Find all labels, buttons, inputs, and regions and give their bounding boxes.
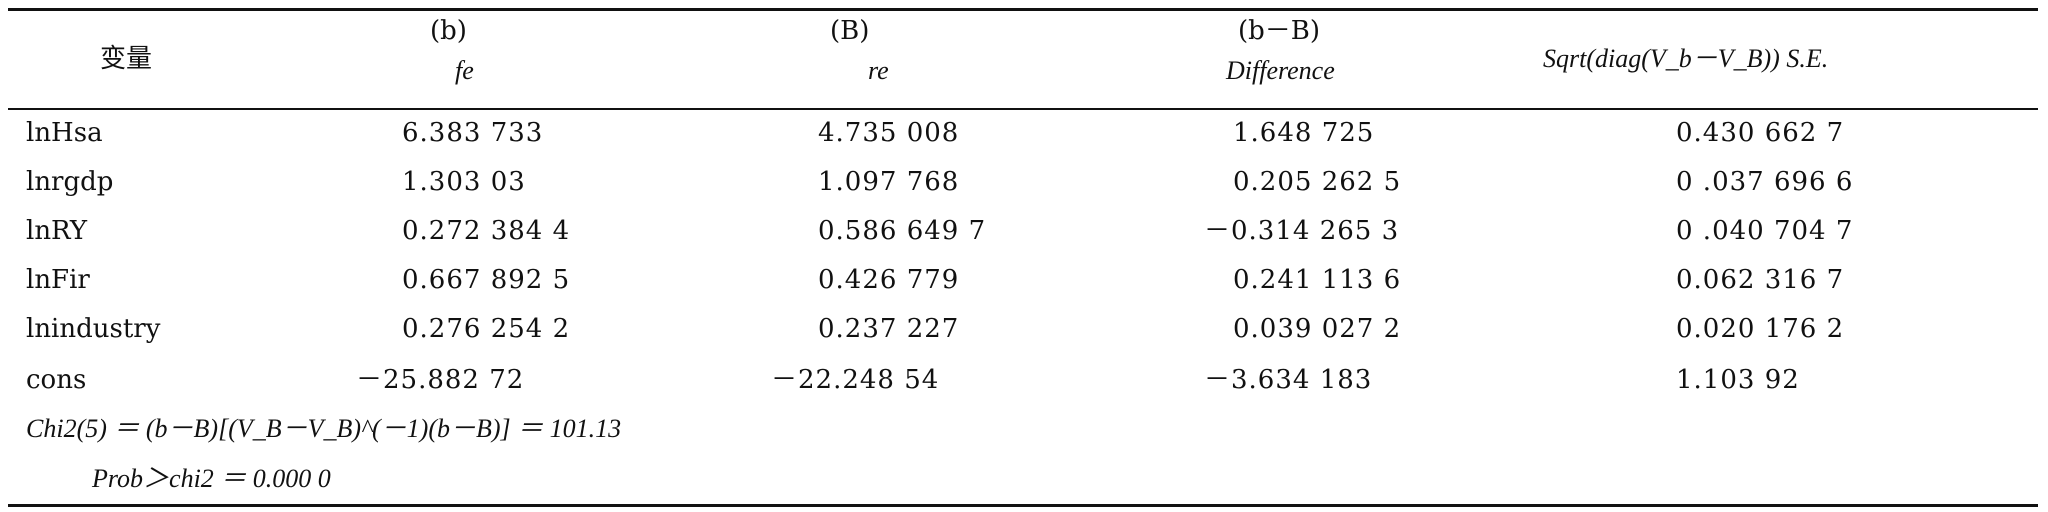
row-4-se: 0.062 316 7: [1676, 265, 1845, 295]
header-col3-top: (b－B): [1238, 16, 1321, 46]
row-1-re: 4.735 008: [818, 118, 960, 148]
chi2-statistic: Chi2(5) ＝ (b－B)[(V_B－V_B)^(－1)(b－B)] ＝ 1…: [26, 414, 622, 443]
row-5-diff: 0.039 027 2: [1233, 314, 1402, 344]
header-col2-top: (B): [830, 16, 870, 46]
row-4-name: lnFir: [26, 265, 90, 295]
row-6-diff: －3.634 183: [1204, 365, 1373, 395]
row-3-diff: －0.314 265 3: [1204, 216, 1400, 246]
prob-value: Prob＞chi2 ＝ 0.000 0: [92, 464, 331, 493]
row-1-diff: 1.648 725: [1233, 118, 1375, 148]
row-2-se: 0 .037 696 6: [1676, 167, 1854, 197]
header-col4: Sqrt(diag(V_b－V_B)) S.E.: [1543, 44, 1829, 73]
row-2-name: lnrgdp: [26, 167, 114, 197]
row-4-fe: 0.667 892 5: [402, 265, 571, 295]
header-col3-bottom: Difference: [1226, 56, 1335, 85]
row-5-se: 0.020 176 2: [1676, 314, 1845, 344]
header-col2-bottom: re: [868, 56, 889, 85]
row-6-se: 1.103 92: [1676, 365, 1800, 395]
table-top-rule: [8, 8, 2038, 11]
row-3-se: 0 .040 704 7: [1676, 216, 1854, 246]
row-4-re: 0.426 779: [818, 265, 960, 295]
row-1-name: lnHsa: [26, 118, 103, 148]
row-4-diff: 0.241 113 6: [1233, 265, 1402, 295]
row-6-name: cons: [26, 365, 87, 395]
row-6-fe: －25.882 72: [356, 365, 525, 395]
row-5-name: lnindustry: [26, 314, 161, 344]
row-1-fe: 6.383 733: [402, 118, 544, 148]
row-1-se: 0.430 662 7: [1676, 118, 1845, 148]
row-2-fe: 1.303 03: [402, 167, 526, 197]
header-col1-top: (b): [430, 16, 467, 46]
table-header-rule: [8, 108, 2038, 110]
row-5-fe: 0.276 254 2: [402, 314, 571, 344]
table-bottom-rule: [8, 504, 2038, 507]
row-2-diff: 0.205 262 5: [1233, 167, 1402, 197]
row-3-name: lnRY: [26, 216, 88, 246]
row-5-re: 0.237 227: [818, 314, 960, 344]
row-3-fe: 0.272 384 4: [402, 216, 571, 246]
row-6-re: －22.248 54: [771, 365, 940, 395]
row-2-re: 1.097 768: [818, 167, 960, 197]
header-variable: 变量: [100, 44, 153, 74]
row-3-re: 0.586 649 7: [818, 216, 987, 246]
header-col1-bottom: fe: [455, 56, 474, 85]
